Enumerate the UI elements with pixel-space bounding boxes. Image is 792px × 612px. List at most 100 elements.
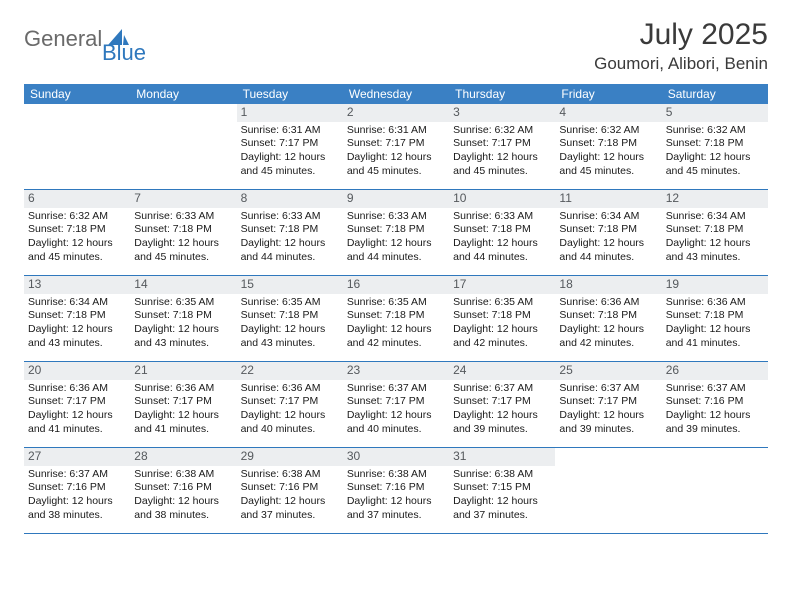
weekday-header: Wednesday [343,84,449,104]
day-cell: 3Sunrise: 6:32 AMSunset: 7:17 PMDaylight… [449,104,555,190]
day-cell: 7 Sunrise: 6:33 AMSunset: 7:18 PMDaylight… [130,190,236,276]
sunrise-text: Sunrise: 6:33 AM [134,210,232,224]
sunset-text: Sunset: 7:18 PM [666,137,764,151]
sunrise-text: Sunrise: 6:33 AM [347,210,445,224]
daylight-text: Daylight: 12 hours and 45 minutes. [666,151,764,178]
date-number: 18 [555,276,661,294]
daylight-text: Daylight: 12 hours and 45 minutes. [453,151,551,178]
sunrise-text: Sunrise: 6:35 AM [453,296,551,310]
sunrise-text: Sunrise: 6:37 AM [666,382,764,396]
sunrise-text: Sunrise: 6:37 AM [28,468,126,482]
sunset-text: Sunset: 7:16 PM [134,481,232,495]
sunrise-text: Sunrise: 6:38 AM [453,468,551,482]
weekday-header: Thursday [449,84,555,104]
day-cell: 9Sunrise: 6:33 AMSunset: 7:18 PMDaylight… [343,190,449,276]
sunrise-text: Sunrise: 6:36 AM [559,296,657,310]
date-number: 20 [24,362,130,380]
date-number: 1 [237,104,343,122]
sunset-text: Sunset: 7:17 PM [28,395,126,409]
daylight-text: Daylight: 12 hours and 38 minutes. [28,495,126,522]
calendar: Sunday Monday Tuesday Wednesday Thursday… [24,84,768,534]
day-cell: 28Sunrise: 6:38 AMSunset: 7:16 PMDayligh… [130,448,236,534]
daylight-text: Daylight: 12 hours and 41 minutes. [666,323,764,350]
logo: General Blue [24,18,130,52]
day-cell: . [24,104,130,190]
sunrise-text: Sunrise: 6:36 AM [241,382,339,396]
date-number: 7 [130,190,236,208]
date-number: 9 [343,190,449,208]
daylight-text: Daylight: 12 hours and 45 minutes. [241,151,339,178]
daylight-text: Daylight: 12 hours and 37 minutes. [347,495,445,522]
week-row: 20Sunrise: 6:36 AMSunset: 7:17 PMDayligh… [24,362,768,448]
sunrise-text: Sunrise: 6:32 AM [666,124,764,138]
sunrise-text: Sunrise: 6:35 AM [134,296,232,310]
sunset-text: Sunset: 7:18 PM [241,223,339,237]
date-number: 29 [237,448,343,466]
day-cell: 31Sunrise: 6:38 AMSunset: 7:15 PMDayligh… [449,448,555,534]
date-number: 13 [24,276,130,294]
sunrise-text: Sunrise: 6:32 AM [28,210,126,224]
sunrise-text: Sunrise: 6:36 AM [28,382,126,396]
date-number: 27 [24,448,130,466]
date-number: 15 [237,276,343,294]
day-cell: 2Sunrise: 6:31 AMSunset: 7:17 PMDaylight… [343,104,449,190]
month-title: July 2025 [594,18,768,52]
daylight-text: Daylight: 12 hours and 45 minutes. [134,237,232,264]
date-number: 3 [449,104,555,122]
daylight-text: Daylight: 12 hours and 38 minutes. [134,495,232,522]
day-cell: 17Sunrise: 6:35 AMSunset: 7:18 PMDayligh… [449,276,555,362]
sunrise-text: Sunrise: 6:36 AM [134,382,232,396]
day-cell: 20Sunrise: 6:36 AMSunset: 7:17 PMDayligh… [24,362,130,448]
daylight-text: Daylight: 12 hours and 44 minutes. [241,237,339,264]
date-number: 16 [343,276,449,294]
day-cell: . [662,448,768,534]
sunset-text: Sunset: 7:16 PM [28,481,126,495]
day-cell: 10Sunrise: 6:33 AMSunset: 7:18 PMDayligh… [449,190,555,276]
sunrise-text: Sunrise: 6:37 AM [347,382,445,396]
sunset-text: Sunset: 7:18 PM [134,223,232,237]
sunrise-text: Sunrise: 6:33 AM [453,210,551,224]
sunset-text: Sunset: 7:17 PM [241,395,339,409]
sunrise-text: Sunrise: 6:32 AM [559,124,657,138]
sunset-text: Sunset: 7:18 PM [134,309,232,323]
daylight-text: Daylight: 12 hours and 43 minutes. [134,323,232,350]
day-cell: . [555,448,661,534]
sunset-text: Sunset: 7:18 PM [559,137,657,151]
day-cell: 26Sunrise: 6:37 AMSunset: 7:16 PMDayligh… [662,362,768,448]
day-cell: 22Sunrise: 6:36 AMSunset: 7:17 PMDayligh… [237,362,343,448]
date-number: 26 [662,362,768,380]
date-number: 8 [237,190,343,208]
sunset-text: Sunset: 7:18 PM [347,223,445,237]
sunset-text: Sunset: 7:17 PM [453,137,551,151]
sunset-text: Sunset: 7:18 PM [559,309,657,323]
date-number: 19 [662,276,768,294]
day-cell: 4Sunrise: 6:32 AMSunset: 7:18 PMDaylight… [555,104,661,190]
daylight-text: Daylight: 12 hours and 45 minutes. [347,151,445,178]
sunrise-text: Sunrise: 6:34 AM [559,210,657,224]
sunrise-text: Sunrise: 6:33 AM [241,210,339,224]
sunset-text: Sunset: 7:17 PM [347,395,445,409]
sunset-text: Sunset: 7:17 PM [453,395,551,409]
date-number: 2 [343,104,449,122]
sunrise-text: Sunrise: 6:35 AM [241,296,339,310]
day-cell: 19Sunrise: 6:36 AMSunset: 7:18 PMDayligh… [662,276,768,362]
date-number: 21 [130,362,236,380]
daylight-text: Daylight: 12 hours and 39 minutes. [666,409,764,436]
weekday-header: Friday [555,84,661,104]
date-number: 23 [343,362,449,380]
sunrise-text: Sunrise: 6:37 AM [453,382,551,396]
sunrise-text: Sunrise: 6:34 AM [666,210,764,224]
sunrise-text: Sunrise: 6:36 AM [666,296,764,310]
daylight-text: Daylight: 12 hours and 43 minutes. [28,323,126,350]
daylight-text: Daylight: 12 hours and 43 minutes. [666,237,764,264]
date-number: 14 [130,276,236,294]
date-number: 6 [24,190,130,208]
sunset-text: Sunset: 7:17 PM [241,137,339,151]
weekday-header: Tuesday [237,84,343,104]
weekday-header-row: Sunday Monday Tuesday Wednesday Thursday… [24,84,768,104]
daylight-text: Daylight: 12 hours and 39 minutes. [559,409,657,436]
daylight-text: Daylight: 12 hours and 42 minutes. [559,323,657,350]
week-row: 27Sunrise: 6:37 AMSunset: 7:16 PMDayligh… [24,448,768,534]
day-cell: 13Sunrise: 6:34 AMSunset: 7:18 PMDayligh… [24,276,130,362]
title-block: July 2025 Goumori, Alibori, Benin [594,18,768,74]
